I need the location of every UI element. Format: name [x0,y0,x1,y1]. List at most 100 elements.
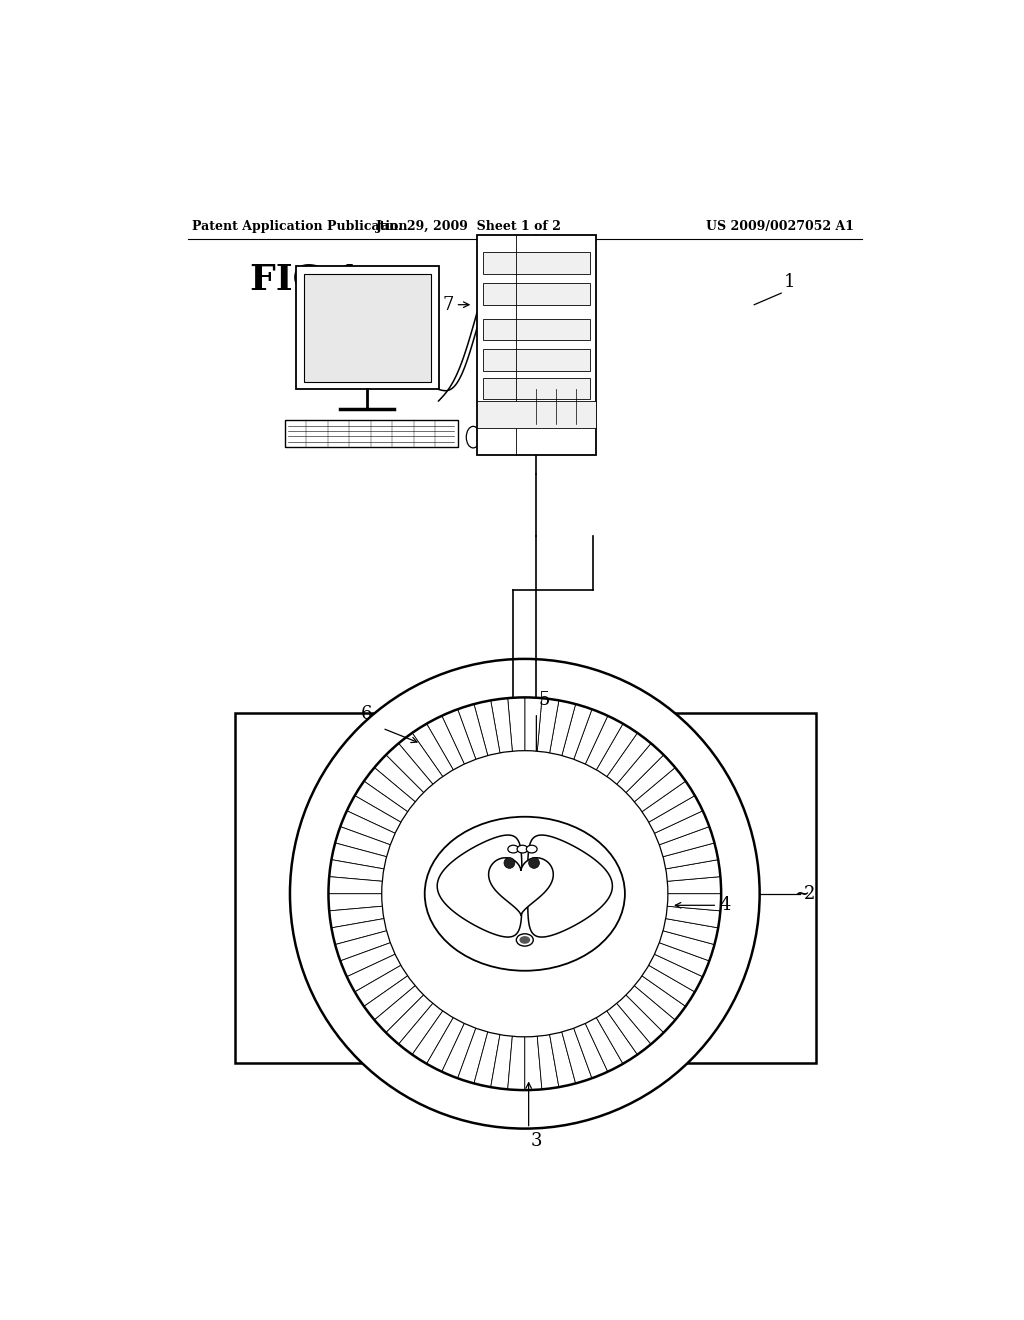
Wedge shape [667,876,721,894]
Wedge shape [347,954,401,991]
Wedge shape [413,1010,454,1064]
Wedge shape [347,796,401,833]
Polygon shape [527,836,612,937]
Wedge shape [634,767,686,812]
Text: ~: ~ [795,884,809,903]
Wedge shape [596,723,637,777]
Wedge shape [458,1027,487,1084]
Wedge shape [413,723,454,777]
Wedge shape [550,1031,575,1088]
Wedge shape [667,894,721,911]
Wedge shape [329,859,385,882]
Wedge shape [658,931,715,961]
Wedge shape [550,701,575,756]
Text: 4: 4 [720,896,731,915]
Wedge shape [441,1023,476,1078]
Wedge shape [665,859,721,882]
Text: 1: 1 [783,273,795,290]
Wedge shape [332,919,387,945]
Wedge shape [335,826,391,857]
Wedge shape [354,965,409,1006]
Wedge shape [641,781,695,822]
Wedge shape [648,796,702,833]
Bar [483,252,590,275]
Wedge shape [375,755,424,803]
Bar [483,284,590,305]
Wedge shape [538,698,559,754]
Wedge shape [524,697,542,752]
Wedge shape [427,1018,465,1072]
Text: 5: 5 [539,690,550,709]
Bar [483,350,590,371]
Wedge shape [538,1034,559,1089]
Wedge shape [562,1027,592,1084]
Wedge shape [663,843,718,869]
Bar [234,713,816,1063]
Wedge shape [335,931,391,961]
Wedge shape [616,994,664,1044]
Wedge shape [340,942,395,977]
Wedge shape [648,954,702,991]
Wedge shape [490,698,512,754]
Wedge shape [654,810,710,845]
Wedge shape [329,894,383,911]
Circle shape [290,659,760,1129]
Ellipse shape [519,936,530,944]
Polygon shape [488,858,553,915]
Wedge shape [585,1018,623,1072]
Wedge shape [596,1010,637,1064]
Wedge shape [329,876,383,894]
Wedge shape [398,1003,443,1055]
Wedge shape [665,906,721,928]
Text: FIG 1: FIG 1 [250,263,361,297]
Ellipse shape [425,817,625,970]
Ellipse shape [517,845,528,853]
Circle shape [504,858,515,869]
Wedge shape [364,767,416,812]
Ellipse shape [516,933,534,946]
Wedge shape [616,743,664,793]
Text: 6: 6 [360,705,373,723]
Wedge shape [329,906,385,928]
Wedge shape [641,965,695,1006]
Wedge shape [562,704,592,760]
Wedge shape [386,994,433,1044]
Bar [483,318,590,341]
Text: Patent Application Publication: Patent Application Publication [193,220,408,234]
Bar [477,235,596,455]
Wedge shape [626,755,675,803]
Wedge shape [658,826,715,857]
Wedge shape [398,733,443,784]
Wedge shape [364,975,416,1020]
Bar [304,275,431,381]
Bar [477,401,596,428]
Wedge shape [606,733,651,784]
Wedge shape [375,985,424,1032]
Ellipse shape [466,426,480,447]
Wedge shape [573,1023,608,1078]
Wedge shape [458,704,487,760]
Wedge shape [340,810,395,845]
Text: Jan. 29, 2009  Sheet 1 of 2: Jan. 29, 2009 Sheet 1 of 2 [377,220,562,234]
Wedge shape [354,781,409,822]
Wedge shape [606,1003,651,1055]
Text: 3: 3 [531,1133,543,1151]
Wedge shape [508,1036,524,1090]
Bar [285,420,458,447]
Wedge shape [585,715,623,771]
Wedge shape [332,843,387,869]
Wedge shape [386,743,433,793]
Wedge shape [508,697,524,752]
Bar [483,378,590,400]
Wedge shape [573,709,608,764]
Wedge shape [427,715,465,771]
Wedge shape [441,709,476,764]
Text: US 2009/0027052 A1: US 2009/0027052 A1 [707,220,854,234]
Circle shape [382,751,668,1036]
Wedge shape [634,975,686,1020]
Polygon shape [437,836,522,937]
Wedge shape [626,985,675,1032]
Wedge shape [524,1036,542,1090]
Wedge shape [490,1034,512,1089]
Ellipse shape [508,845,518,853]
